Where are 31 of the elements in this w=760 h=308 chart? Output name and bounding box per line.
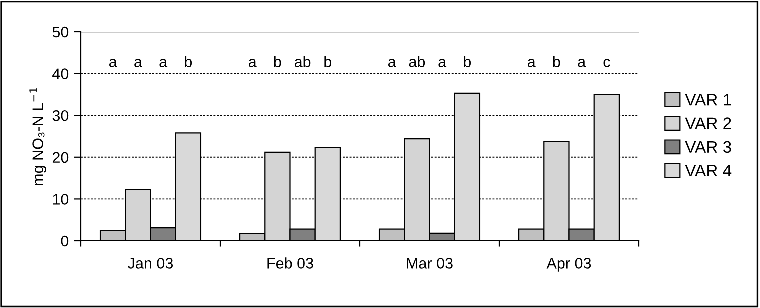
annotation: b (324, 56, 332, 68)
annotation: a (160, 59, 168, 68)
y-tick-label: 20 (52, 152, 69, 164)
x-tick-label: Feb 03 (268, 258, 314, 269)
legend-label: VAR 4 (685, 165, 732, 177)
x-tick-label: Mar 03 (407, 258, 453, 269)
annotation: a (438, 59, 447, 68)
x-tick-label: Apr 03 (546, 258, 592, 272)
legend-label: VAR 3 (685, 141, 732, 154)
annotation: a (388, 59, 396, 68)
annotation: a (248, 59, 257, 68)
annotation: b (185, 56, 192, 68)
y-tick-label: 10 (53, 194, 69, 205)
annotation: c (604, 59, 610, 68)
legend-label: VAR 1 (685, 94, 732, 106)
annotation: b (464, 56, 472, 68)
annotation: ab (409, 56, 426, 68)
x-tick-label: Jan 03 (128, 258, 174, 269)
annotation: a (134, 59, 142, 68)
y-tick-label: 40 (52, 68, 69, 80)
annotation: b (274, 56, 282, 68)
y-axis-title: mg NO₃-N L$^{−1}$ (30, 88, 47, 186)
annotation: b (553, 56, 560, 68)
y-tick-label: 50 (52, 26, 69, 38)
annotation: a (109, 59, 118, 68)
legend-label: VAR 2 (685, 118, 732, 130)
annotation: ab (294, 56, 311, 68)
annotation: a (528, 59, 536, 68)
annotation: a (578, 59, 586, 68)
y-tick-label: 0 (61, 236, 69, 247)
y-tick-label: 30 (52, 110, 69, 122)
